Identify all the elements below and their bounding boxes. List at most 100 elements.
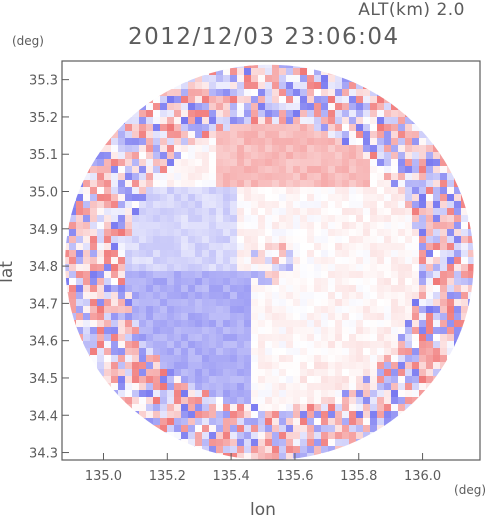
velocity-cell — [321, 103, 329, 111]
velocity-cell — [97, 250, 105, 258]
velocity-cell — [272, 362, 280, 370]
velocity-cell — [153, 383, 161, 391]
velocity-cell — [314, 397, 322, 405]
velocity-cell — [118, 432, 126, 440]
velocity-cell — [76, 166, 84, 174]
velocity-cell — [419, 222, 427, 230]
velocity-cell — [139, 173, 147, 181]
velocity-cell — [356, 82, 364, 90]
velocity-cell — [363, 110, 371, 118]
velocity-cell — [174, 229, 182, 237]
velocity-cell — [146, 131, 154, 139]
velocity-cell — [111, 250, 119, 258]
velocity-cell — [349, 425, 357, 433]
velocity-cell — [195, 425, 203, 433]
velocity-cell — [405, 222, 413, 230]
velocity-cell — [461, 236, 469, 244]
velocity-cell — [335, 439, 343, 447]
velocity-cell — [349, 278, 357, 286]
velocity-cell — [468, 369, 474, 377]
velocity-cell — [146, 68, 154, 76]
velocity-cell — [370, 390, 378, 398]
velocity-cell — [377, 82, 385, 90]
velocity-cell — [286, 453, 294, 460]
velocity-cell — [258, 250, 266, 258]
velocity-cell — [426, 278, 434, 286]
velocity-cell — [398, 215, 406, 223]
velocity-cell — [111, 222, 119, 230]
velocity-cell — [188, 187, 196, 195]
velocity-cell — [188, 299, 196, 307]
velocity-cell — [286, 103, 294, 111]
velocity-cell — [447, 215, 455, 223]
velocity-cell — [433, 187, 441, 195]
velocity-cell — [405, 82, 413, 90]
velocity-cell — [349, 145, 357, 153]
velocity-cell — [90, 271, 98, 279]
velocity-cell — [69, 418, 77, 426]
velocity-cell — [356, 117, 364, 125]
velocity-cell — [447, 299, 455, 307]
velocity-cell — [153, 390, 161, 398]
velocity-cell — [328, 257, 336, 265]
velocity-cell — [118, 124, 126, 132]
velocity-cell — [258, 348, 266, 356]
velocity-cell — [90, 257, 98, 265]
velocity-cell — [251, 187, 259, 195]
velocity-cell — [468, 432, 474, 440]
velocity-cell — [230, 418, 238, 426]
velocity-cell — [146, 243, 154, 251]
velocity-cell — [461, 257, 469, 265]
velocity-cell — [230, 299, 238, 307]
velocity-cell — [391, 124, 399, 132]
velocity-cell — [83, 215, 91, 223]
velocity-cell — [244, 222, 252, 230]
velocity-cell — [314, 236, 322, 244]
velocity-cell — [307, 271, 315, 279]
velocity-cell — [111, 299, 119, 307]
velocity-cell — [209, 446, 217, 454]
velocity-cell — [293, 166, 301, 174]
velocity-cell — [125, 327, 133, 335]
velocity-cell — [314, 96, 322, 104]
velocity-cell — [433, 250, 441, 258]
velocity-cell — [468, 306, 474, 314]
velocity-cell — [146, 236, 154, 244]
velocity-cell — [384, 348, 392, 356]
velocity-cell — [356, 124, 364, 132]
velocity-cell — [426, 446, 434, 454]
velocity-cell — [391, 215, 399, 223]
velocity-cell — [300, 166, 308, 174]
velocity-cell — [118, 348, 126, 356]
velocity-cell — [279, 362, 287, 370]
velocity-cell — [265, 166, 273, 174]
velocity-cell — [69, 82, 77, 90]
velocity-cell — [307, 327, 315, 335]
velocity-cell — [307, 64, 315, 69]
velocity-cell — [321, 439, 329, 447]
velocity-cell — [321, 124, 329, 132]
velocity-cell — [230, 236, 238, 244]
velocity-cell — [293, 138, 301, 146]
velocity-cell — [125, 208, 133, 216]
velocity-cell — [111, 82, 119, 90]
velocity-cell — [174, 215, 182, 223]
velocity-cell — [223, 82, 231, 90]
velocity-cell — [314, 264, 322, 272]
velocity-cell — [258, 166, 266, 174]
velocity-cell — [461, 159, 469, 167]
velocity-cell — [202, 222, 210, 230]
velocity-cell — [76, 96, 84, 104]
velocity-cell — [153, 341, 161, 349]
velocity-cell — [202, 369, 210, 377]
velocity-cell — [363, 180, 371, 188]
velocity-cell — [76, 82, 84, 90]
velocity-cell — [314, 145, 322, 153]
velocity-cell — [146, 82, 154, 90]
velocity-cell — [272, 306, 280, 314]
velocity-cell — [314, 446, 322, 454]
velocity-cell — [468, 64, 474, 69]
velocity-cell — [307, 320, 315, 328]
velocity-cell — [419, 187, 427, 195]
velocity-cell — [433, 82, 441, 90]
